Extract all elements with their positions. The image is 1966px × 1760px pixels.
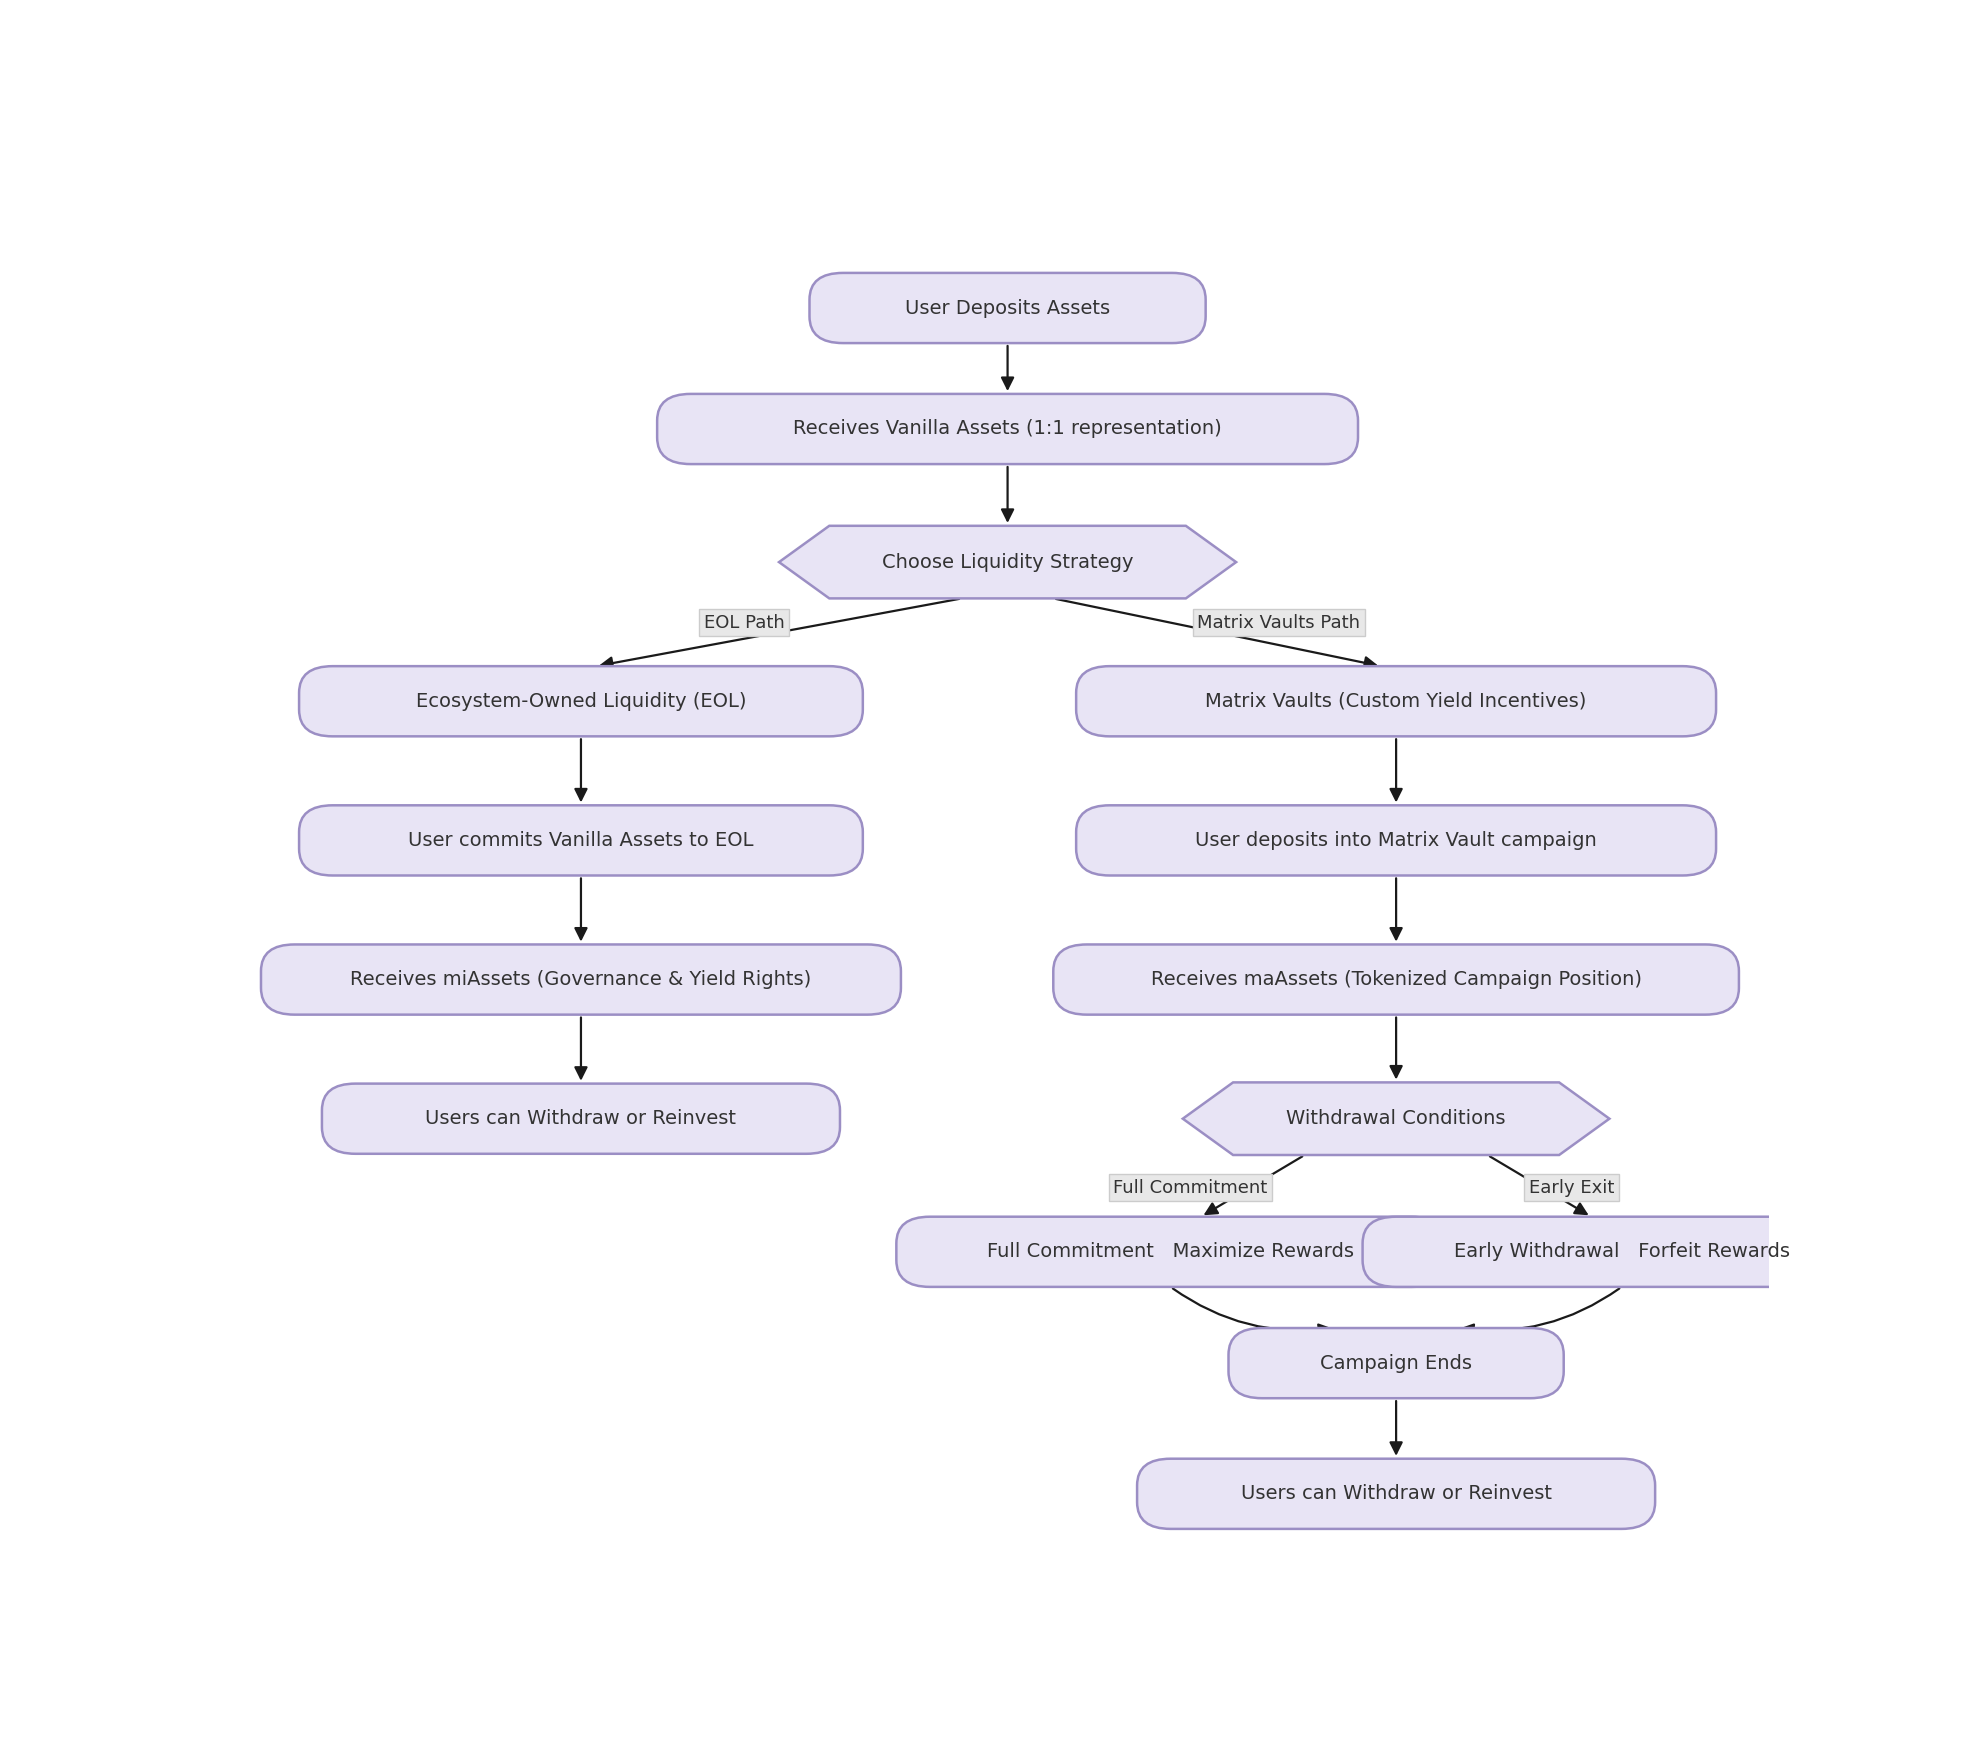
Text: Matrix Vaults (Custom Yield Incentives): Matrix Vaults (Custom Yield Incentives)	[1205, 692, 1587, 711]
FancyBboxPatch shape	[1054, 945, 1740, 1014]
Text: Users can Withdraw or Reinvest: Users can Withdraw or Reinvest	[1241, 1484, 1551, 1503]
FancyBboxPatch shape	[810, 273, 1205, 343]
Text: Withdrawal Conditions: Withdrawal Conditions	[1286, 1109, 1506, 1128]
Text: EOL Path: EOL Path	[704, 614, 784, 632]
FancyBboxPatch shape	[261, 945, 900, 1014]
FancyBboxPatch shape	[299, 806, 863, 875]
Text: Ecosystem-Owned Liquidity (EOL): Ecosystem-Owned Liquidity (EOL)	[415, 692, 747, 711]
Text: Campaign Ends: Campaign Ends	[1319, 1353, 1473, 1373]
Text: User Deposits Assets: User Deposits Assets	[904, 299, 1111, 317]
Text: Users can Withdraw or Reinvest: Users can Withdraw or Reinvest	[425, 1109, 737, 1128]
FancyBboxPatch shape	[1136, 1459, 1655, 1529]
Text: Choose Liquidity Strategy: Choose Liquidity Strategy	[883, 553, 1132, 572]
Text: Receives miAssets (Governance & Yield Rights): Receives miAssets (Governance & Yield Ri…	[350, 970, 812, 989]
FancyBboxPatch shape	[1229, 1329, 1563, 1397]
FancyBboxPatch shape	[1075, 665, 1716, 736]
Text: Matrix Vaults Path: Matrix Vaults Path	[1197, 614, 1360, 632]
Text: User deposits into Matrix Vault campaign: User deposits into Matrix Vault campaign	[1195, 831, 1596, 850]
Polygon shape	[1184, 1082, 1610, 1155]
Text: Receives maAssets (Tokenized Campaign Position): Receives maAssets (Tokenized Campaign Po…	[1150, 970, 1642, 989]
Text: Full Commitment   Maximize Rewards: Full Commitment Maximize Rewards	[987, 1243, 1355, 1262]
Text: Full Commitment: Full Commitment	[1113, 1179, 1268, 1197]
FancyBboxPatch shape	[299, 665, 863, 736]
Polygon shape	[779, 526, 1237, 598]
FancyBboxPatch shape	[1075, 806, 1716, 875]
Text: User commits Vanilla Assets to EOL: User commits Vanilla Assets to EOL	[409, 831, 753, 850]
Text: Early Exit: Early Exit	[1530, 1179, 1614, 1197]
FancyBboxPatch shape	[657, 394, 1359, 465]
FancyBboxPatch shape	[896, 1216, 1445, 1287]
FancyBboxPatch shape	[1362, 1216, 1881, 1287]
FancyBboxPatch shape	[322, 1084, 839, 1155]
Text: Early Withdrawal   Forfeit Rewards: Early Withdrawal Forfeit Rewards	[1453, 1243, 1789, 1262]
Text: Receives Vanilla Assets (1:1 representation): Receives Vanilla Assets (1:1 representat…	[792, 419, 1223, 438]
